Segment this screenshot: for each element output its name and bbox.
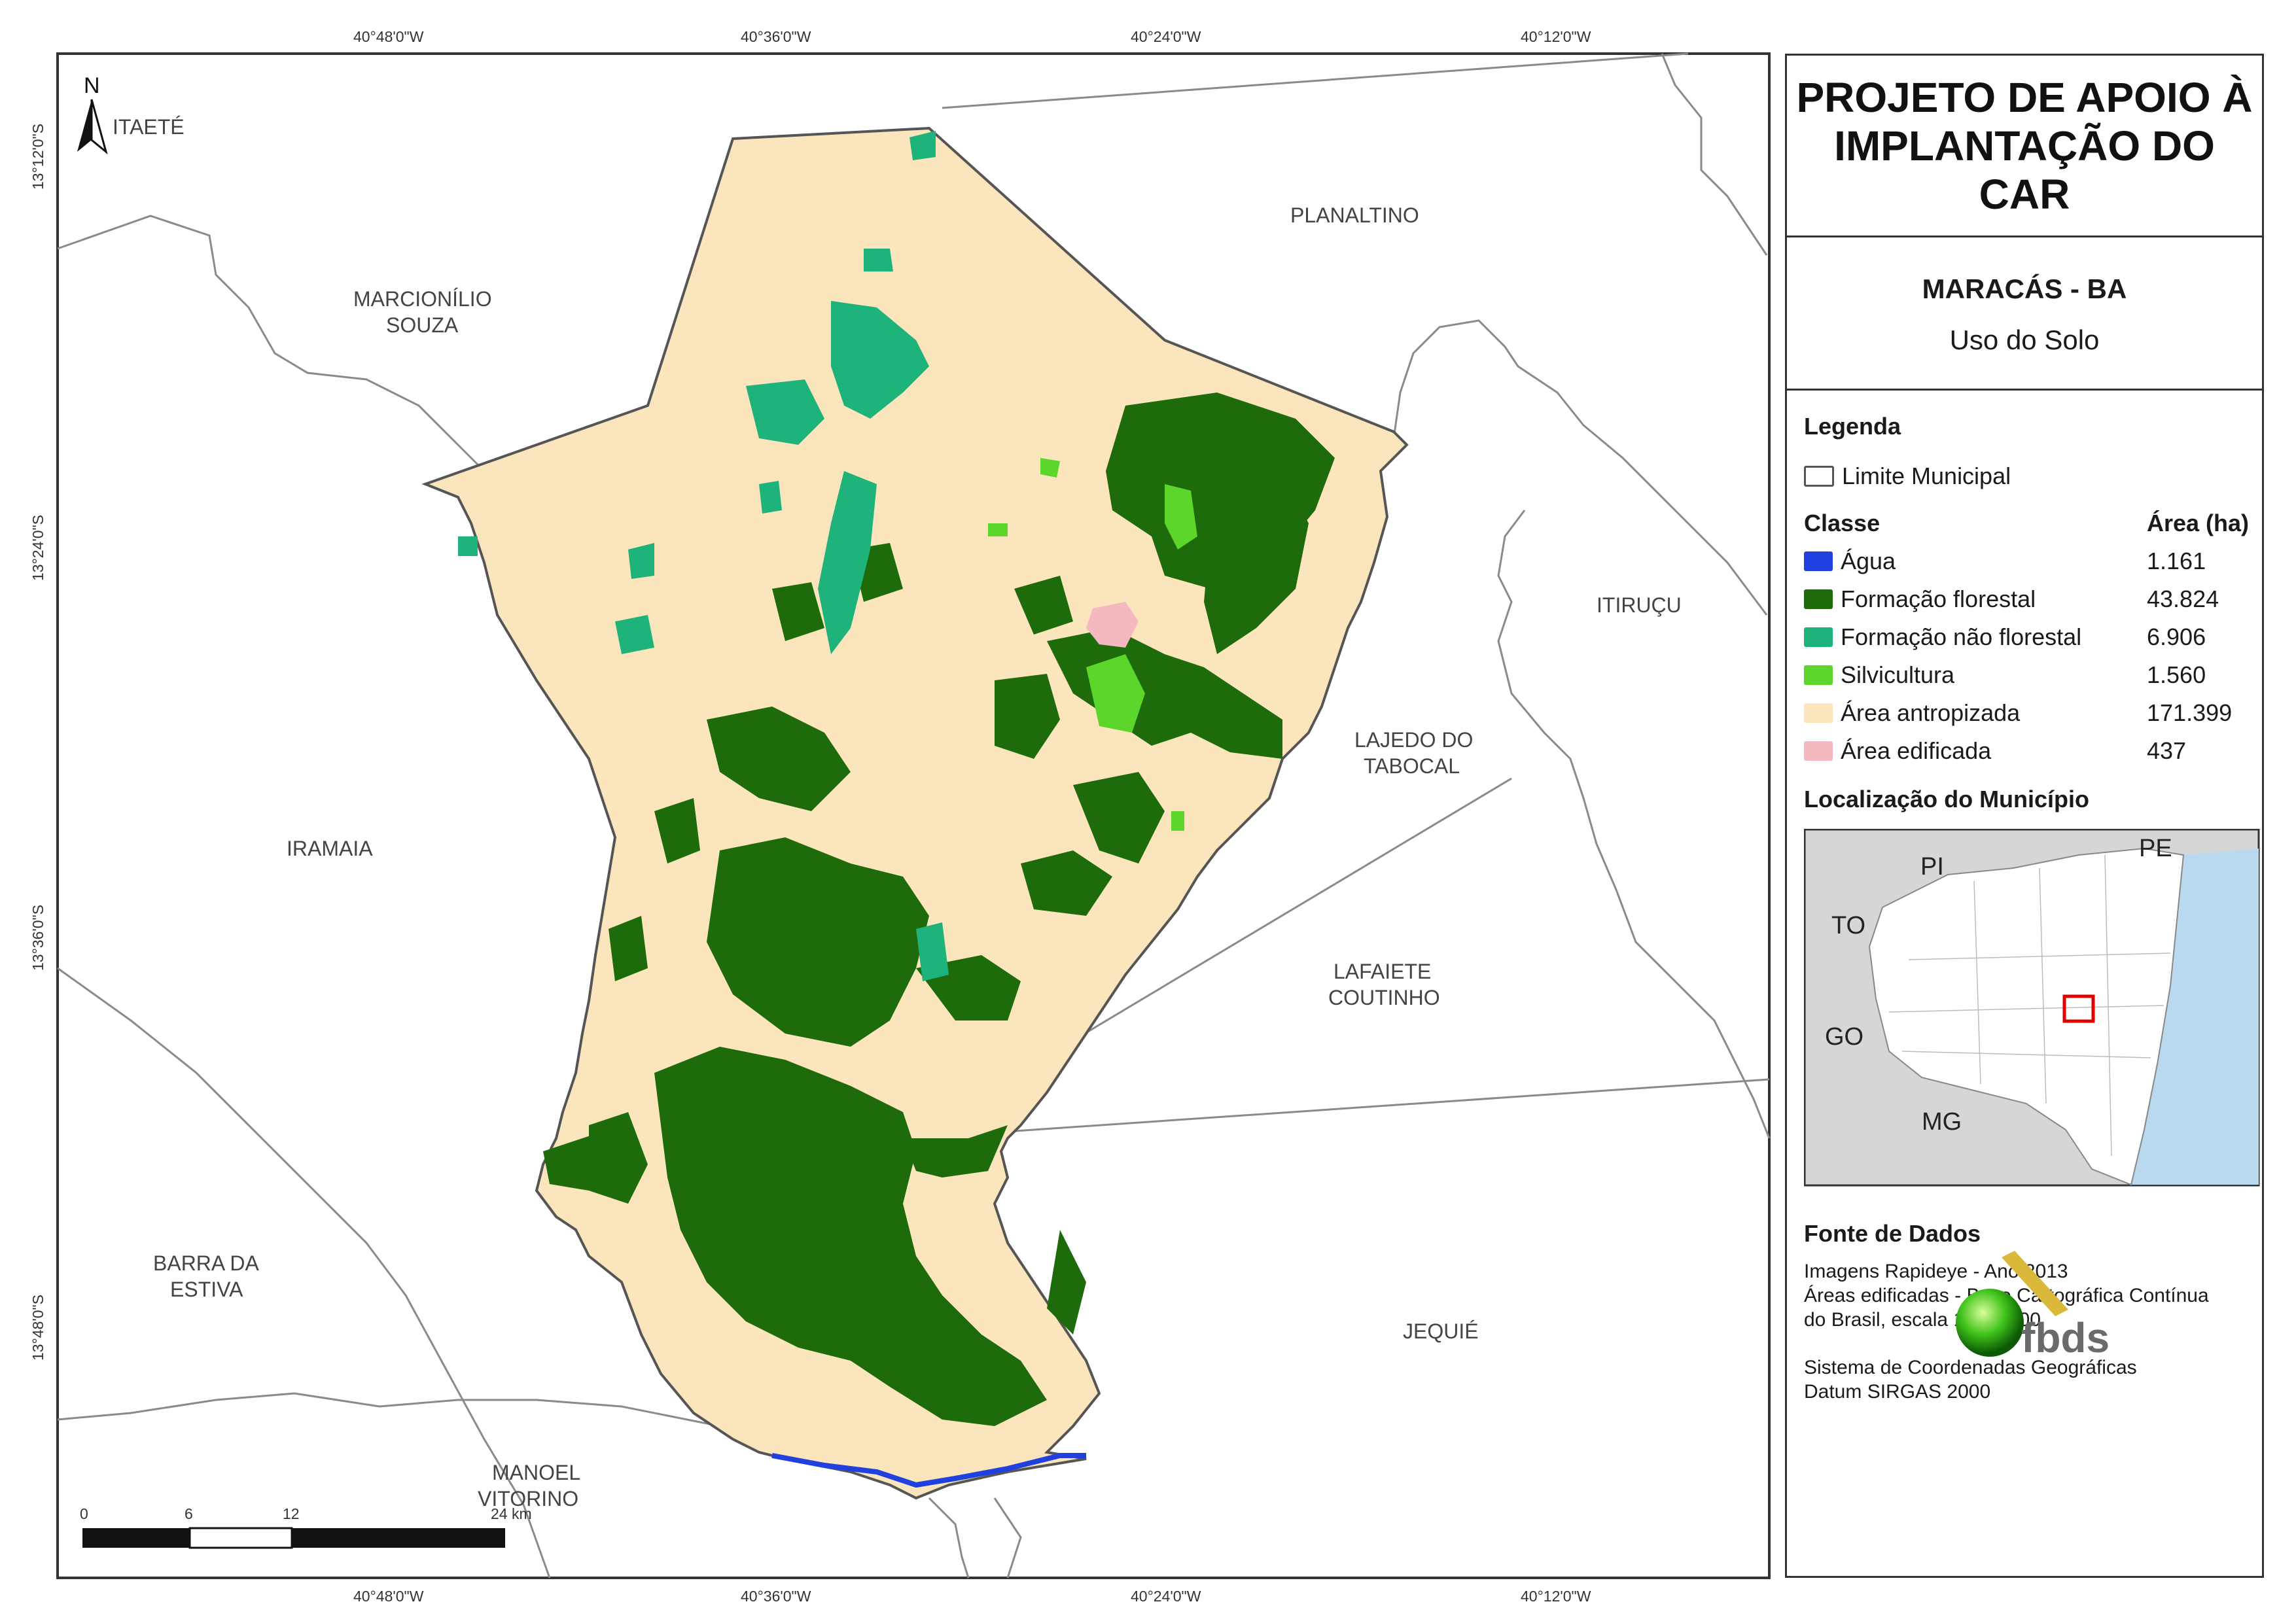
class-swatch [1804,627,1833,647]
class-swatch [1804,589,1833,609]
svg-text:6: 6 [185,1505,193,1522]
svg-text:N: N [84,73,100,98]
label-iramaia: IRAMAIA [287,837,373,860]
sources-heading: Fonte de Dados [1804,1220,1981,1247]
legend-class-row: Área antropizada 171.399 [1804,694,2262,732]
class-area: 171.399 [2147,699,2233,726]
class-area: 6.906 [2147,623,2206,650]
coord-top-4: 40°12'0"W [1521,28,1591,45]
class-swatch [1804,665,1833,685]
coord-bottom-1: 40°48'0"W [353,1588,424,1605]
class-name: Formação não florestal [1841,623,2082,650]
coord-left-2: 13°24'0"S [29,515,46,581]
svg-text:fbds: fbds [2021,1314,2110,1361]
land-cover-patches [458,131,1335,1488]
project-title-line-2: IMPLANTAÇÃO DO CAR [1834,122,2215,218]
municipality-title: MARACÁS - BA [1922,273,2127,304]
coord-top-2: 40°36'0"W [741,28,811,45]
legend: Legenda Limite Municipal Classe Área (ha… [1787,391,2262,1404]
label-manoel-1: MANOEL [492,1461,580,1484]
legend-class-row: Área edificada 437 [1804,732,2262,770]
class-name: Silvicultura [1841,661,1955,688]
label-lajedo-2: TABOCAL [1364,754,1460,778]
coord-left-1: 13°12'0"S [29,124,46,190]
label-manoel-2: VITORINO [478,1487,578,1510]
inset-bahia [1868,847,2185,1186]
coord-bottom-4: 40°12'0"W [1521,1588,1591,1605]
scale-bar: 0 6 12 24 km [80,1505,532,1549]
project-title: PROJETO DE APOIO À IMPLANTAÇÃO DO CAR [1787,56,2262,237]
label-marcionilio-2: SOUZA [386,313,459,337]
state-mg: MG [1922,1108,1962,1136]
location-heading: Localização do Município [1804,786,2090,812]
class-name: Área edificada [1841,737,1992,764]
side-panel: PROJETO DE APOIO À IMPLANTAÇÃO DO CAR MA… [1785,54,2264,1578]
municipality-header: MARACÁS - BA Uso do Solo [1787,237,2262,391]
coord-bottom-2: 40°36'0"W [741,1588,811,1605]
fbds-logo: fbds [1956,1251,2110,1361]
label-itirucu: ITIRUÇU [1597,593,1682,617]
map-theme: Uso do Solo [1949,324,2100,355]
label-planaltino: PLANALTINO [1290,203,1419,227]
coord-top-3: 40°24'0"W [1131,28,1201,45]
label-barra-2: ESTIVA [170,1278,243,1301]
class-name: Formação florestal [1841,585,2036,612]
source-line-5: Datum SIRGAS 2000 [1804,1381,1991,1403]
class-area: 1.161 [2147,548,2206,574]
coord-left-4: 13°48'0"S [29,1295,46,1361]
state-pi: PI [1920,853,1944,881]
class-area: 437 [2147,737,2187,764]
neighbor-boundaries [57,52,1771,1579]
label-barra-1: BARRA DA [153,1251,259,1275]
state-go: GO [1825,1023,1863,1051]
area-heading: Área (ha) [2147,510,2250,536]
label-lajedo-1: LAJEDO DO [1354,728,1473,752]
class-heading: Classe [1804,510,1881,536]
class-swatch [1804,703,1833,723]
svg-text:12: 12 [283,1505,300,1522]
north-arrow-icon: N [77,73,108,155]
coord-bottom-3: 40°24'0"W [1131,1588,1201,1605]
class-area: 43.824 [2147,585,2219,612]
legend-boundary: Limite Municipal [1804,457,2262,495]
state-to: TO [1831,912,1865,939]
boundary-label: Limite Municipal [1842,462,2011,489]
label-jequie: JEQUIÉ [1403,1319,1479,1343]
svg-text:24 km: 24 km [491,1505,532,1522]
legend-class-list: Água 1.161 Formação florestal 43.824 Formaçã… [1804,542,2262,770]
class-swatch [1804,551,1833,571]
inset-ocean [2131,848,2259,1185]
class-name: Área antropizada [1841,699,2021,726]
legend-class-row: Água 1.161 [1804,542,2262,580]
class-area: 1.560 [2147,661,2206,688]
coord-top-1: 40°48'0"W [353,28,424,45]
project-title-line-1: PROJETO DE APOIO À [1796,73,2253,121]
class-swatch [1804,741,1833,761]
state-pe: PE [2139,835,2172,862]
label-lafaiete-2: COUTINHO [1328,986,1440,1009]
inset-location-marker [2062,994,2095,1023]
label-marcionilio-1: MARCIONÍLIO [353,287,492,311]
svg-text:0: 0 [80,1505,88,1522]
legend-class-row: Silvicultura 1.560 [1804,656,2262,694]
legend-heading: Legenda [1804,413,1901,440]
source-line-4: Sistema de Coordenadas Geográficas [1804,1357,2137,1378]
legend-class-header: Classe Área (ha) [1804,504,2262,542]
class-name: Água [1841,548,1896,574]
legend-class-row: Formação florestal 43.824 [1804,580,2262,618]
label-itaete: ITAETÉ [113,115,185,139]
boundary-swatch [1804,466,1834,487]
coord-left-3: 13°36'0"S [29,905,46,971]
legend-class-row: Formação não florestal 6.906 [1804,618,2262,656]
location-inset: PI PE TO GO MG [1804,829,2260,1187]
label-lafaiete-1: LAFAIETE [1333,960,1431,983]
